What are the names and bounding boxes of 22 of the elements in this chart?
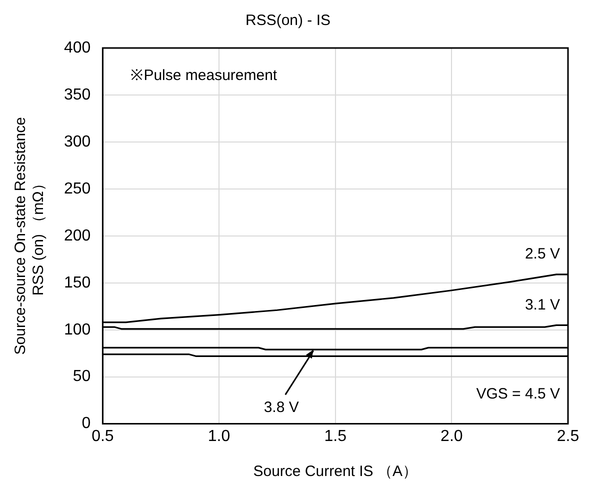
series-label: 2.5 V: [524, 246, 560, 263]
x-axis-title: Source Current IS （A）: [253, 463, 418, 480]
y-tick-label: 200: [64, 227, 91, 244]
y-tick-label: 100: [64, 321, 91, 338]
x-tick-label: 1.5: [324, 428, 347, 445]
text: 3.8 V: [264, 398, 299, 416]
y-tick-label: 350: [64, 86, 91, 104]
x-tick-label: 1.0: [208, 428, 230, 445]
x-tick-label: 2.5: [556, 428, 580, 445]
y-axis-title: Source-source On-state Resistance RSS (on) （mΩ）: [12, 117, 48, 355]
y-tick-label: 300: [64, 133, 91, 150]
y-tick-label: 250: [64, 180, 91, 198]
annotation: ※Pulse measurement: [130, 67, 278, 84]
x-tick-label: 0.5: [92, 428, 114, 445]
y-tick-label: 0: [82, 415, 91, 432]
x-tick-label: 2.0: [440, 428, 463, 445]
series-label: VGS = 4.5 V: [476, 385, 560, 402]
chart-title: RSS(on) - IS: [245, 12, 331, 30]
y-tick-label: 150: [64, 274, 91, 292]
y-tick-label: 50: [72, 368, 91, 386]
series-label: 3.1 V: [524, 296, 560, 314]
y-tick-label: 400: [64, 39, 91, 56]
